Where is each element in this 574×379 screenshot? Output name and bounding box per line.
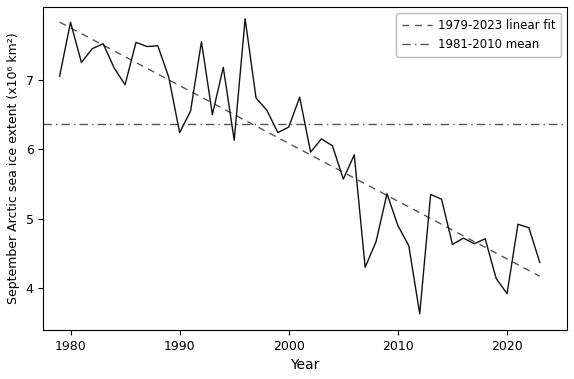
X-axis label: Year: Year [290,358,320,372]
Y-axis label: September Arctic sea ice extent (x10⁶ km²): September Arctic sea ice extent (x10⁶ km… [7,33,20,304]
Legend: 1979-2023 linear fit, 1981-2010 mean: 1979-2023 linear fit, 1981-2010 mean [396,13,561,56]
